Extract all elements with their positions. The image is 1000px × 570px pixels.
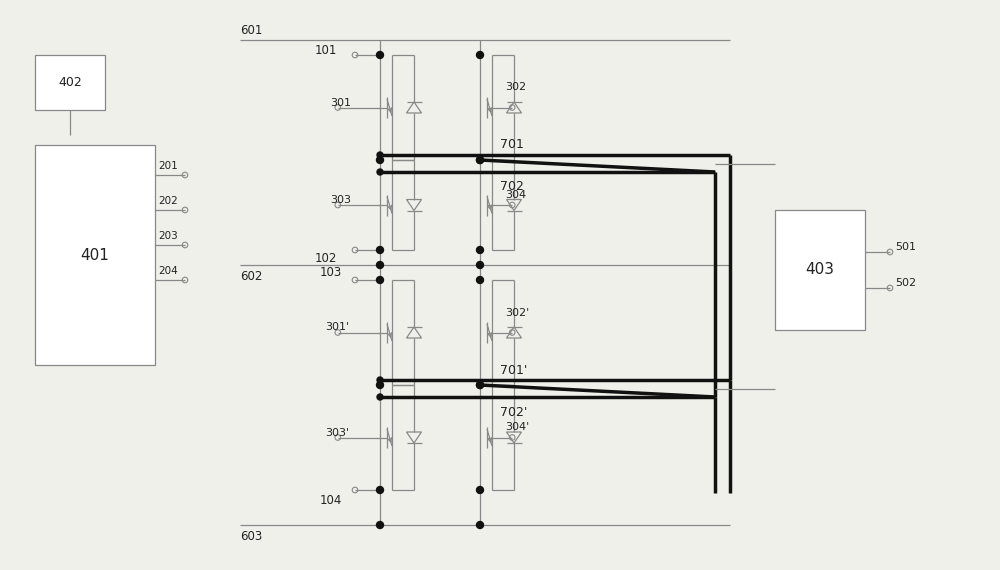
Text: 701': 701' [500, 364, 527, 377]
Text: 502: 502 [895, 278, 916, 288]
Text: 302: 302 [505, 83, 526, 92]
Text: 104: 104 [320, 494, 342, 507]
Text: 304': 304' [505, 422, 529, 433]
Circle shape [477, 276, 484, 283]
Circle shape [376, 381, 384, 389]
Text: 603: 603 [240, 530, 262, 543]
Text: 701: 701 [500, 139, 524, 152]
Circle shape [477, 522, 484, 528]
Circle shape [477, 51, 484, 59]
Circle shape [377, 152, 383, 158]
Text: 303': 303' [325, 428, 349, 438]
Circle shape [477, 487, 484, 494]
Circle shape [376, 51, 384, 59]
Text: 301: 301 [330, 97, 351, 108]
Bar [35, 145, 155, 365]
Text: 702': 702' [500, 405, 527, 418]
Circle shape [376, 246, 384, 254]
Text: 101: 101 [315, 44, 337, 58]
Circle shape [477, 157, 484, 164]
Text: 304: 304 [505, 190, 526, 200]
Text: 102: 102 [315, 253, 337, 266]
Text: 702: 702 [500, 181, 524, 193]
Bar [775, 210, 865, 330]
Text: 602: 602 [240, 271, 262, 283]
Circle shape [477, 262, 484, 268]
Bar [35, 55, 105, 110]
Text: 303: 303 [330, 195, 351, 205]
Circle shape [376, 487, 384, 494]
Circle shape [377, 377, 383, 383]
Text: 601: 601 [240, 25, 262, 38]
Circle shape [376, 522, 384, 528]
Circle shape [377, 394, 383, 400]
Text: 204: 204 [158, 266, 178, 276]
Circle shape [376, 262, 384, 268]
Text: 302': 302' [505, 307, 529, 317]
Circle shape [477, 381, 484, 389]
Circle shape [377, 169, 383, 175]
Text: 401: 401 [81, 247, 109, 263]
Circle shape [477, 157, 484, 164]
Circle shape [376, 276, 384, 283]
Text: 301': 301' [325, 323, 349, 332]
Text: 402: 402 [58, 76, 82, 89]
Circle shape [477, 381, 484, 389]
Circle shape [477, 246, 484, 254]
Text: 103: 103 [320, 266, 342, 279]
Text: 501: 501 [895, 242, 916, 252]
Text: 403: 403 [806, 263, 834, 278]
Text: 201: 201 [158, 161, 178, 171]
Text: 202: 202 [158, 196, 178, 206]
Text: 203: 203 [158, 231, 178, 241]
Circle shape [376, 157, 384, 164]
